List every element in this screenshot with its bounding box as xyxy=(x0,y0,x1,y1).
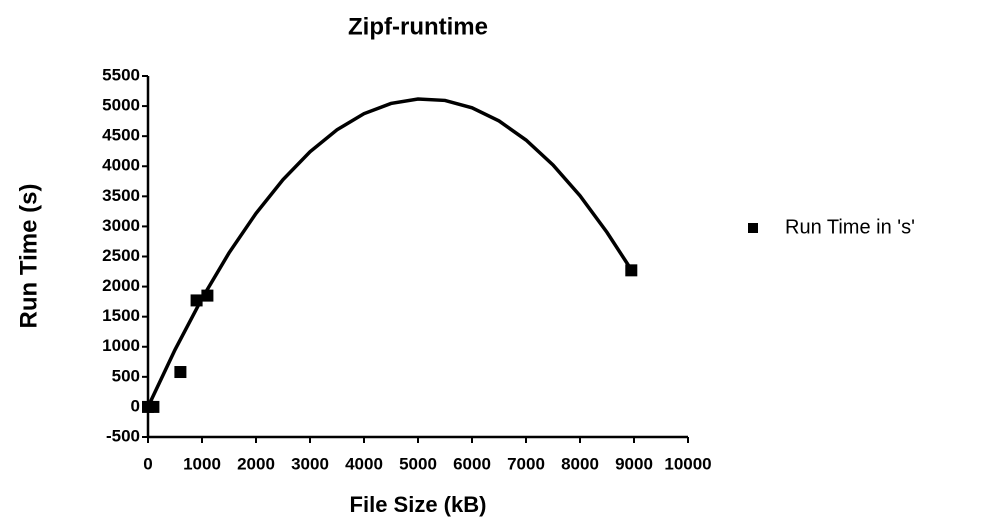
y-tick-label: 4500 xyxy=(102,126,140,145)
x-tick-label: 9000 xyxy=(615,454,653,473)
y-tick-label: -500 xyxy=(106,426,140,445)
y-tick-label: 0 xyxy=(131,396,140,415)
y-tick-label: 3000 xyxy=(102,216,140,235)
legend-marker xyxy=(748,223,758,233)
fit-curve xyxy=(146,97,633,408)
x-tick-label: 10000 xyxy=(664,454,711,473)
x-tick-label: 5000 xyxy=(399,454,437,473)
y-tick-label: 500 xyxy=(112,366,140,385)
y-tick-label: 5500 xyxy=(102,65,140,84)
x-tick-label: 4000 xyxy=(345,454,383,473)
legend-label: Run Time in 's' xyxy=(785,216,915,238)
x-tick-label: 8000 xyxy=(561,454,599,473)
chart-title: Zipf-runtime xyxy=(348,13,488,40)
point xyxy=(147,400,160,413)
point xyxy=(625,264,638,277)
y-tick-label: 5000 xyxy=(102,96,140,115)
x-tick-label: 1000 xyxy=(183,454,221,473)
point xyxy=(174,366,187,379)
x-tick-label: 6000 xyxy=(453,454,491,473)
x-tick-label: 3000 xyxy=(291,454,329,473)
x-axis-label: File Size (kB) xyxy=(350,492,487,517)
x-tick-label: 0 xyxy=(143,454,152,473)
point xyxy=(201,289,214,302)
y-tick-label: 4000 xyxy=(102,156,140,175)
y-tick-label: 1500 xyxy=(102,306,140,325)
y-axis-label: Run Time (s) xyxy=(15,184,42,329)
y-tick-label: 2500 xyxy=(102,246,140,265)
x-tick-label: 7000 xyxy=(507,454,545,473)
y-tick-label: 1000 xyxy=(102,336,140,355)
point xyxy=(190,294,203,307)
y-tick-label: 2000 xyxy=(102,276,140,295)
x-tick-label: 2000 xyxy=(237,454,275,473)
y-tick-label: 3500 xyxy=(102,186,140,205)
